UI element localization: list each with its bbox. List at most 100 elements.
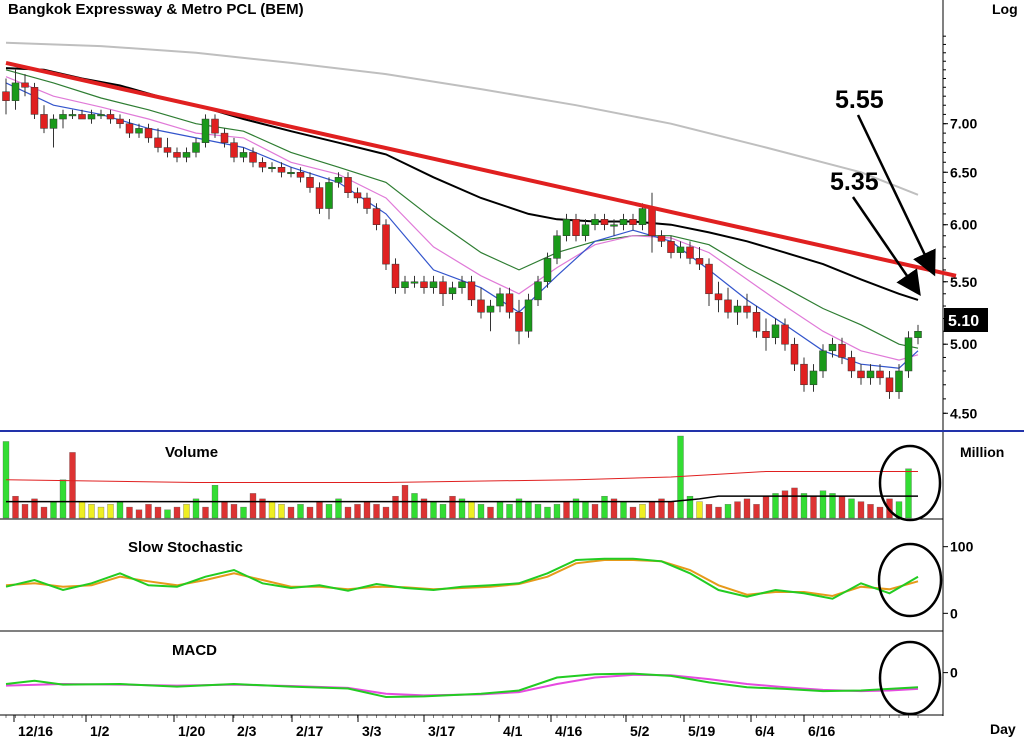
candle-body [619, 219, 628, 225]
candle-body [391, 263, 400, 288]
candle-body [600, 219, 609, 225]
candle-body [610, 224, 618, 227]
annotation-arrow [856, 114, 936, 277]
candle-body [914, 330, 922, 338]
volume-panel: Volume Million [2, 435, 1004, 519]
volume-bar [658, 498, 665, 519]
candle-body [258, 162, 267, 168]
volume-bar [230, 504, 238, 519]
volume-bar [268, 501, 276, 519]
volume-bar [857, 501, 865, 519]
volume-bar [734, 501, 741, 519]
candlesticks [2, 69, 922, 399]
volume-bar [439, 504, 447, 519]
candle-body [49, 118, 58, 129]
volume-bar [430, 501, 437, 519]
volume-bar [164, 509, 171, 519]
price-panel: Bangkok Expressway & Metro PCL (BEM) Log… [2, 1, 1018, 421]
volume-bar [297, 504, 304, 519]
x-tick-label: 2/3 [237, 723, 257, 739]
candle-body [781, 324, 789, 345]
volume-bar [762, 495, 770, 519]
x-tick-label: 4/16 [555, 723, 582, 739]
volume-bar [848, 498, 855, 519]
volume-bar [838, 495, 846, 519]
candle-body [116, 118, 124, 124]
volume-bar [639, 504, 646, 519]
volume-bar [525, 501, 532, 519]
volume-bar [696, 501, 703, 519]
candle-body [752, 311, 761, 332]
line-ema_mid [5, 76, 919, 361]
x-axis: Day 12/16 1/2 1/20 2/3 2/17 3/3 3/17 4/1 4/16 5/2… [5, 715, 1016, 739]
volume-unit-label: Million [960, 444, 1004, 460]
candle-body [382, 224, 390, 265]
candle-body [211, 118, 219, 134]
candle-body [315, 187, 324, 209]
volume-bar [563, 501, 570, 519]
candle-body [192, 142, 200, 153]
macd-title: MACD [172, 642, 217, 659]
scale-label: Log [992, 1, 1018, 17]
x-tick-label: 3/17 [428, 723, 455, 739]
candle-body [638, 208, 647, 225]
volume-bar [116, 501, 124, 519]
volume-bar [135, 509, 143, 519]
volume-bar [145, 504, 152, 519]
volume-bar [876, 506, 884, 519]
volume-bar [800, 493, 808, 519]
volume-bar [753, 504, 760, 519]
volume-bar [107, 504, 114, 519]
candle-body [553, 235, 561, 259]
price-annotations: 5.55 5.35 [830, 86, 936, 297]
candle-body [733, 305, 742, 313]
macd-tick-label: 0 [950, 665, 958, 681]
volume-bar [829, 493, 836, 519]
volume-bar [610, 498, 618, 519]
line-ma50 [5, 67, 919, 301]
candle-body [78, 114, 86, 120]
volume-bar [335, 498, 342, 519]
volume-averages [5, 471, 918, 503]
candle-body [30, 87, 39, 115]
volume-bar [449, 495, 456, 519]
price-tick-label: 5.00 [950, 336, 977, 352]
candle-body [819, 350, 827, 372]
volume-bar [50, 501, 57, 519]
candle-body [904, 337, 913, 372]
candle-body [2, 91, 10, 101]
volume-bar [354, 504, 361, 519]
volume-avg-short [6, 495, 918, 503]
candle-body [800, 363, 808, 386]
volume-bar [31, 498, 38, 519]
volume-bar [202, 506, 209, 519]
volume-bar [496, 501, 504, 519]
volume-bar [810, 495, 817, 519]
candle-body [40, 114, 48, 129]
volume-bar [183, 504, 190, 519]
volume-bar [154, 506, 162, 519]
candle-body [448, 287, 457, 295]
candle-body [372, 208, 381, 225]
candle-body [876, 370, 884, 379]
volume-bar [819, 490, 827, 519]
volume-bar [126, 506, 133, 519]
volume-bar [59, 479, 67, 519]
annotation-arrow [851, 196, 921, 297]
candle-body [505, 293, 514, 313]
volume-bar [316, 501, 323, 519]
candle-body [125, 123, 134, 134]
candle-body [695, 258, 704, 265]
volume-bar [392, 495, 399, 519]
volume-bar [344, 506, 352, 519]
macd-y-axis: 0 [943, 665, 958, 681]
last-price-box [944, 308, 988, 332]
candle-body [334, 177, 343, 183]
candle-body [106, 114, 115, 120]
volume-bar [601, 495, 608, 519]
candle-body [524, 299, 533, 332]
volume-bar [534, 504, 542, 519]
x-unit-label: Day [990, 721, 1016, 737]
candle-body [11, 82, 20, 101]
